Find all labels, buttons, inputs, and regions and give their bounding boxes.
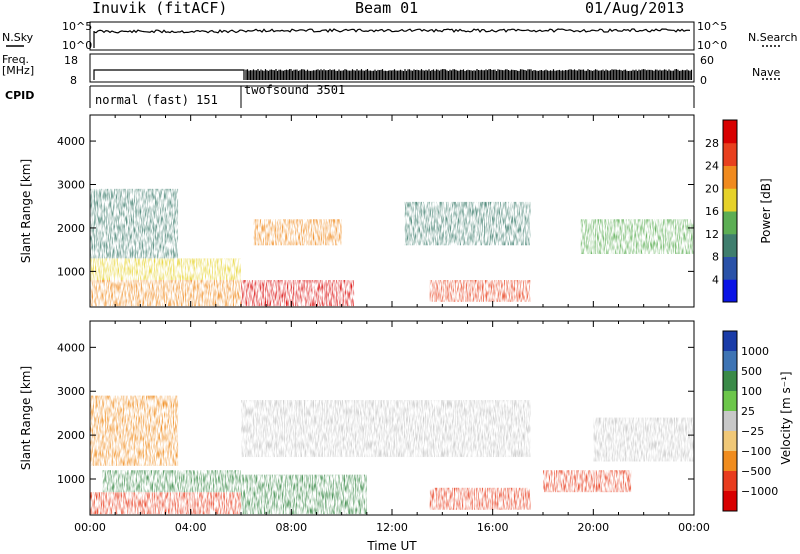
nave-tick-top: 60 <box>700 54 714 67</box>
scatter-region <box>90 492 241 515</box>
velocity-colorbar-swatch <box>723 371 737 392</box>
station-title: Inuvik (fitACF) <box>92 0 228 17</box>
nsky-tick-top: 10^5 <box>62 20 92 33</box>
scatter-region <box>90 188 179 259</box>
velocity-colorbar-swatch <box>723 491 737 512</box>
velocity-colorbar-swatch <box>723 411 737 432</box>
freq-tick-bottom: 8 <box>70 74 77 87</box>
cpid-panel: normal (fast) 151 twofsound 3501 <box>89 83 695 108</box>
power-colorbar-swatch <box>723 142 737 166</box>
velocity-colorbar-tick: −500 <box>741 465 771 478</box>
power-colorbar-tick: 16 <box>705 205 719 218</box>
power-colorbar-swatch <box>723 211 737 235</box>
power-ylabel: Slant Range [km] <box>19 159 33 263</box>
velocity-colorbar-swatch <box>723 331 737 352</box>
scatter-region <box>241 400 531 458</box>
power-ytick-label: 3000 <box>57 179 85 192</box>
date-title: 01/Aug/2013 <box>585 0 685 17</box>
velocity-ytick-label: 3000 <box>57 385 85 398</box>
scatter-region <box>90 258 241 281</box>
nave-tick-bottom: 0 <box>700 74 707 87</box>
nsky-label: N.Sky <box>2 31 34 44</box>
velocity-colorbar-tick: 25 <box>741 405 755 418</box>
power-colorbar-tick: 28 <box>705 137 719 150</box>
freq-tick-top: 18 <box>64 54 78 67</box>
power-colorbar-tick: 8 <box>712 251 719 264</box>
scatter-region <box>429 487 531 510</box>
scatter-region <box>543 470 632 493</box>
scatter-region <box>593 417 694 462</box>
xtick-label: 00:00 <box>678 521 710 534</box>
nsky-tick-bottom: 10^0 <box>62 39 92 52</box>
xtick-label: 20:00 <box>577 521 609 534</box>
velocity-ytick-label: 2000 <box>57 429 85 442</box>
nsearch-tick-bottom: 10^0 <box>697 39 727 52</box>
time-xlabel: Time UT <box>366 539 417 553</box>
xtick-label: 08:00 <box>275 521 307 534</box>
velocity-ytick-label: 1000 <box>57 473 85 486</box>
freq-label-1: Freq. <box>2 53 30 66</box>
velocity-colorbar-tick: 100 <box>741 385 762 398</box>
nave-label: Nave <box>752 66 781 79</box>
cpid-segment-normal: normal (fast) 151 <box>95 93 218 107</box>
velocity-colorbar-label: Velocity [m s⁻¹] <box>779 371 793 464</box>
power-colorbar-tick: 12 <box>705 228 719 241</box>
nsearch-label: N.Search <box>748 31 798 44</box>
cpid-segment-twofsound: twofsound 3501 <box>244 83 345 97</box>
velocity-colorbar-tick: −25 <box>741 425 764 438</box>
velocity-panel: 1000 2000 3000 4000 00:00 04:00 08:00 12:00 16:0… <box>19 320 793 553</box>
cpid-label: CPID <box>5 89 35 102</box>
power-colorbar-swatch <box>723 188 737 212</box>
power-colorbar-tick: 20 <box>705 182 719 195</box>
scatter-region <box>90 395 179 466</box>
freq-label-2: [MHz] <box>2 64 35 77</box>
power-colorbar-swatch <box>723 233 737 257</box>
velocity-colorbar-tick: 500 <box>741 365 762 378</box>
velocity-colorbar-swatch <box>723 451 737 472</box>
scatter-region <box>253 219 342 246</box>
xtick-label: 16:00 <box>477 521 509 534</box>
nsearch-tick-top: 10^5 <box>697 20 727 33</box>
velocity-colorbar-tick: 1000 <box>741 345 769 358</box>
scatter-region <box>580 219 694 255</box>
xtick-label: 04:00 <box>175 521 207 534</box>
scatter-region <box>404 201 531 246</box>
freq-panel: 18 8 60 0 <box>64 53 782 87</box>
velocity-colorbar-tick: −100 <box>741 445 771 458</box>
velocity-ylabel: Slant Range [km] <box>19 366 33 470</box>
velocity-colorbar-swatch <box>723 471 737 492</box>
power-ytick-label: 2000 <box>57 222 85 235</box>
power-colorbar-swatch <box>723 165 737 189</box>
nsky-panel: 10^5 10^0 10^5 10^0 <box>6 20 782 52</box>
velocity-colorbar-swatch <box>723 391 737 412</box>
velocity-colorbar-tick: −1000 <box>741 485 778 498</box>
power-colorbar-label: Power [dB] <box>759 178 773 243</box>
power-ytick-label: 4000 <box>57 135 85 148</box>
scatter-region <box>429 280 531 302</box>
power-colorbar-tick: 4 <box>712 273 719 286</box>
xtick-label: 00:00 <box>74 521 106 534</box>
scatter-region <box>102 470 241 493</box>
velocity-colorbar-swatch <box>723 351 737 372</box>
velocity-colorbar-swatch <box>723 431 737 452</box>
power-colorbar-swatch <box>723 279 737 303</box>
xtick-label: 12:00 <box>376 521 408 534</box>
power-panel: 1000 2000 3000 4000 Slant Range [km] 4 8 12 16… <box>19 114 773 308</box>
velocity-ytick-label: 4000 <box>57 341 85 354</box>
scatter-region <box>241 474 367 515</box>
scatter-region <box>90 280 241 307</box>
power-ytick-label: 1000 <box>57 265 85 278</box>
beam-title: Beam 01 <box>355 0 419 17</box>
power-colorbar-swatch <box>723 120 737 144</box>
power-colorbar-tick: 24 <box>705 160 719 173</box>
scatter-region <box>241 280 355 307</box>
power-colorbar-swatch <box>723 256 737 280</box>
